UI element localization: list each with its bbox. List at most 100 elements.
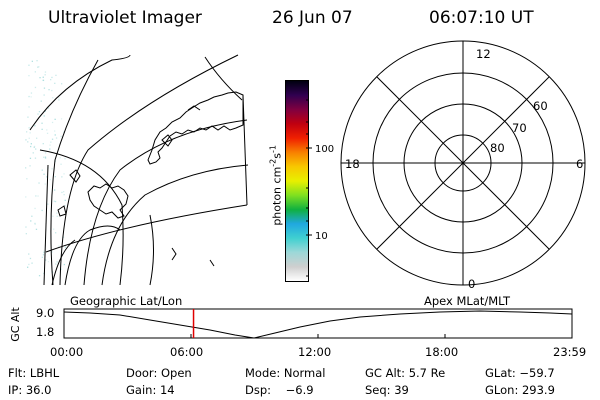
app-title: Ultraviolet Imager <box>48 8 202 28</box>
uv-pixel <box>42 143 44 145</box>
uv-pixel <box>63 194 65 196</box>
timeline-axis-title: GC Alt <box>8 307 22 342</box>
uv-pixel <box>60 268 62 270</box>
uv-pixel <box>34 223 36 225</box>
timeline-ytick-bottom: 1.8 <box>36 325 55 339</box>
colorbar-gradient <box>286 81 308 281</box>
uv-pixel <box>38 275 41 277</box>
uv-pixel <box>55 263 57 265</box>
uv-pixel <box>37 195 39 197</box>
uv-pixel <box>39 77 41 79</box>
uv-pixel <box>38 182 40 184</box>
uv-pixel <box>43 115 45 117</box>
uv-pixel <box>44 110 46 112</box>
coastlines <box>57 91 244 267</box>
uv-pixel <box>55 232 57 234</box>
uv-pixel <box>25 226 27 228</box>
uv-pixel <box>63 191 65 193</box>
uv-pixel <box>54 189 56 191</box>
geographic-map <box>25 54 249 286</box>
uv-pixel <box>25 233 27 235</box>
timeline-xtick-4: 23:59 <box>553 345 587 359</box>
date-label: 26 Jun 07 <box>272 8 353 28</box>
uv-pixel <box>54 118 56 120</box>
altitude-curve <box>63 310 573 339</box>
uv-pixel <box>49 144 51 146</box>
uv-pixel <box>30 96 32 98</box>
uv-pixel <box>46 176 48 178</box>
uv-pixel <box>42 79 44 81</box>
uv-pixel <box>62 236 65 238</box>
colorbar-unit-label: photon cm-2s-1 <box>268 145 284 226</box>
uv-pixel <box>38 66 40 68</box>
uv-pixel <box>25 196 27 198</box>
mlt-label-12: 12 <box>476 47 491 61</box>
info-filter: Flt: LBHL <box>8 366 60 380</box>
info-glon: GLon: 293.9 <box>485 383 555 397</box>
uv-speckle <box>25 60 67 277</box>
uv-pixel <box>30 92 33 94</box>
info-seq: Seq: 39 <box>365 383 409 397</box>
info-mode: Mode: Normal <box>245 366 326 380</box>
uv-pixel <box>60 163 62 165</box>
uv-pixel <box>43 94 45 96</box>
info-dsp: Dsp: −6.9 <box>245 383 314 397</box>
uv-pixel <box>36 137 38 139</box>
uv-pixel <box>28 95 30 98</box>
uv-pixel <box>30 145 32 148</box>
uv-pixel <box>60 118 63 120</box>
uv-pixel <box>30 143 32 145</box>
timeline-left-label: Geographic Lat/Lon <box>70 294 183 308</box>
uv-pixel <box>56 212 58 214</box>
uv-pixel <box>64 246 67 248</box>
uv-pixel <box>42 76 44 78</box>
uv-pixel <box>35 195 37 197</box>
uv-pixel <box>54 200 57 203</box>
timeline-xtick-1: 06:00 <box>170 345 204 359</box>
info-gain: Gain: 14 <box>126 383 175 397</box>
uv-pixel <box>34 86 37 89</box>
mlt-label-18: 18 <box>345 157 360 171</box>
uv-pixel <box>28 127 30 129</box>
colorbar-tick-100: 100 <box>315 144 334 155</box>
uv-pixel <box>51 251 53 253</box>
uv-pixel <box>58 97 60 99</box>
mlat-label-60: 60 <box>533 99 548 113</box>
colorbar-axis: 100 10 <box>306 99 334 277</box>
uv-pixel <box>51 138 54 140</box>
uv-pixel <box>26 178 28 180</box>
uv-pixel <box>54 82 56 84</box>
uv-pixel <box>41 256 43 258</box>
uv-pixel <box>28 106 30 108</box>
uv-pixel <box>34 157 37 159</box>
uv-pixel <box>36 60 38 62</box>
uv-pixel <box>49 178 51 181</box>
uv-pixel <box>56 215 58 217</box>
uv-pixel <box>42 254 45 256</box>
uv-pixel <box>25 167 27 169</box>
uv-pixel <box>41 128 43 130</box>
uv-pixel <box>35 148 37 150</box>
uv-pixel <box>34 207 36 210</box>
uv-pixel <box>31 215 33 217</box>
uv-pixel <box>33 145 36 148</box>
uv-pixel <box>41 122 43 124</box>
uv-pixel <box>52 97 54 99</box>
uv-pixel <box>29 165 31 167</box>
uv-pixel <box>43 251 45 254</box>
uv-pixel <box>43 87 46 89</box>
uv-pixel <box>29 257 32 260</box>
timeline-xtick-0: 00:00 <box>50 345 84 359</box>
uv-pixel <box>53 228 55 230</box>
uv-pixel <box>50 79 52 81</box>
uv-pixel <box>63 263 65 266</box>
info-door: Door: Open <box>126 366 192 380</box>
uv-pixel <box>34 125 36 127</box>
colorbar <box>285 80 309 282</box>
uv-pixel <box>34 222 36 225</box>
timeline-plot <box>63 308 573 339</box>
colorbar-tick-10: 10 <box>315 231 328 242</box>
polar-diagonal-2 <box>376 76 550 250</box>
uv-pixel <box>61 83 63 85</box>
uv-pixel <box>41 209 43 212</box>
